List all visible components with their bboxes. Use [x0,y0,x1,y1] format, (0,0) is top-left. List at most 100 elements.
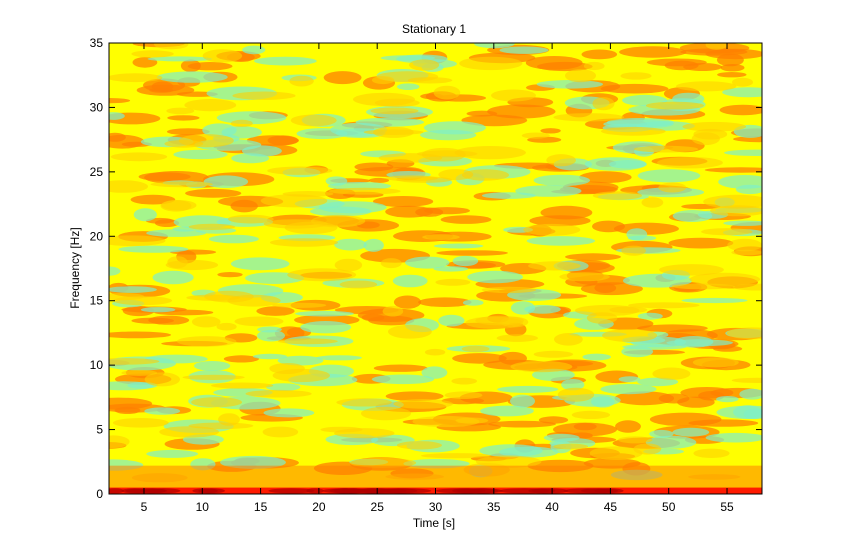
heatmap-high-blob [373,364,428,372]
heatmap-mid-blob [282,191,334,197]
heatmap-mid-blob [682,121,747,132]
heatmap-mid-blob [230,119,253,127]
heatmap-mid-blob [491,89,536,102]
heatmap-mid-blob [388,324,432,339]
heatmap-mid-blob [216,322,237,331]
heatmap-high-blob [452,353,507,364]
heatmap-mid-blob [131,50,174,58]
heatmap-mid-blob [113,296,172,306]
heatmap-low-blob [371,374,435,385]
heatmap-low-blob [193,361,231,371]
heatmap-low-blob [433,243,484,249]
x-tick-label: 50 [662,500,676,514]
heatmap-high-blob [717,72,747,78]
heatmap-low-blob [645,435,697,449]
spectrogram-heatmap [109,43,762,494]
heatmap-mid-blob [349,457,417,468]
heatmap-high-blob [187,61,233,71]
heatmap-mid-blob [232,91,296,100]
heatmap-low-blob [499,46,549,54]
heatmap-high-blob [154,219,180,228]
heatmap-high-blob [334,306,399,315]
heatmap-peak-blob [198,488,226,494]
heatmap-low-blob [363,238,384,252]
heatmap-high-blob [540,205,593,220]
heatmap-peak-blob [109,488,124,494]
heatmap-mid-blob [150,181,213,188]
heatmap-low-blob [421,366,448,379]
heatmap-mid-blob [289,75,314,87]
heatmap-mid-blob [269,238,339,247]
heatmap-low-blob [144,407,181,415]
heatmap-mid-blob [416,150,478,158]
heatmap-mid-blob [451,377,478,385]
heatmap-mid-blob [703,194,762,209]
heatmap-mid-blob [444,391,483,400]
heatmap-mid-blob [176,336,237,347]
heatmap-high-blob [109,331,172,339]
heatmap-mid-blob [424,348,446,356]
heatmap-mid-blob [510,361,573,373]
heatmap-low-blob [252,353,288,360]
heatmap-mid-blob [435,278,471,286]
heatmap-mid-blob [184,99,237,112]
heatmap-high-blob [615,420,641,433]
x-tick-label: 30 [429,500,443,514]
heatmap-high-blob [614,391,675,406]
y-tick-label: 30 [90,100,104,114]
heatmap-high-blob [109,98,131,104]
heatmap-mid-blob [202,49,243,63]
y-axis: 0 5 10 15 20 25 30 35 [90,36,762,501]
heatmap-mid-blob [559,272,610,282]
heatmap-low-blob [722,87,762,98]
heatmap-mid-blob [710,205,762,217]
heatmap-low-blob [474,43,515,49]
heatmap-low-blob [231,153,270,164]
heatmap-mid-blob [188,223,236,230]
heatmap-mid-blob [396,441,442,450]
heatmap-mid-blob [287,268,357,282]
heatmap-high-blob [688,419,759,427]
heatmap-low-blob [438,314,465,327]
heatmap-mid-blob [671,283,736,290]
heatmap-mid-blob [565,69,596,83]
heatmap-low-blob [582,353,611,361]
heatmap-low-blob [203,175,249,188]
heatmap-peak-blob [456,488,503,494]
heatmap-mid-blob [553,113,625,122]
heatmap-mid-blob [328,187,401,195]
heatmap-low-blob [499,446,559,458]
y-tick-label: 0 [96,487,103,501]
heatmap-low-blob [318,201,387,214]
heatmap-low-blob [147,56,213,62]
heatmap-high-blob [581,49,618,60]
heatmap-mid-blob [290,114,337,127]
y-tick-label: 5 [96,423,103,437]
heatmap-high-blob [704,167,762,173]
heatmap-high-blob [354,162,394,172]
heatmap-low-blob [334,238,367,251]
heatmap-low-blob [743,408,762,420]
heatmap-mid-blob [620,72,652,80]
heatmap-mid-blob [533,350,574,358]
heatmap-mid-blob [385,175,438,182]
heatmap-high-blob [323,71,362,85]
x-tick-label: 20 [312,500,326,514]
heatmap-mid-blob [373,126,414,138]
heatmap-mid-blob [421,453,492,459]
heatmap-mid-blob [166,107,195,115]
heatmap-low-blob [109,286,157,293]
heatmap-mid-blob [412,415,480,428]
heatmap-high-blob [130,194,176,205]
heatmap-low-blob [433,266,469,272]
heatmap-high-blob [680,387,734,399]
heatmap-low-blob [397,83,420,90]
heatmap-high-blob [525,56,583,70]
heatmap-low-blob [254,56,317,66]
heatmap-mid-blob [589,446,643,461]
heatmap-mid-blob [112,418,169,428]
heatmap-mid-blob [574,304,640,317]
heatmap-mid-blob [409,59,440,71]
heatmap-mid-blob [109,180,148,193]
heatmap-mid-blob [144,372,180,387]
